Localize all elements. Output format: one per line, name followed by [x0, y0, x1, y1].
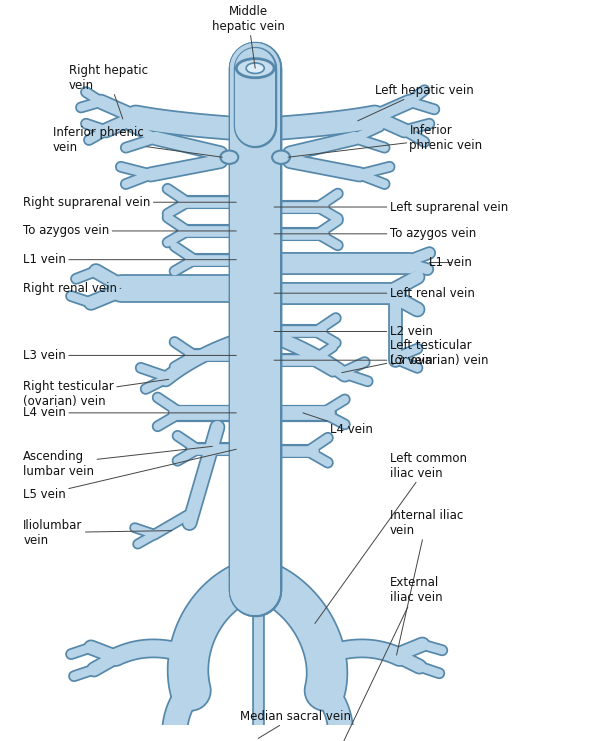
Text: Right suprarenal vein: Right suprarenal vein	[23, 196, 236, 209]
Text: To azygos vein: To azygos vein	[23, 225, 236, 237]
Text: Right testicular
(ovarian) vein: Right testicular (ovarian) vein	[23, 379, 169, 408]
Text: Ascending
lumbar vein: Ascending lumbar vein	[23, 446, 213, 478]
Text: L4 vein: L4 vein	[303, 413, 373, 436]
Text: Internal iliac
vein: Internal iliac vein	[390, 509, 463, 655]
Text: Inferior
phrenic vein: Inferior phrenic vein	[288, 124, 482, 157]
Text: Middle
hepatic vein: Middle hepatic vein	[212, 4, 285, 68]
Text: L3 vein: L3 vein	[23, 349, 236, 362]
Text: Left testicular
(or ovarian) vein: Left testicular (or ovarian) vein	[342, 339, 488, 373]
Text: L1 vein: L1 vein	[23, 253, 236, 266]
Text: Right renal vein: Right renal vein	[23, 282, 121, 295]
Text: Median sacral vein: Median sacral vein	[240, 710, 350, 738]
Text: Right hepatic
vein: Right hepatic vein	[69, 64, 148, 119]
Text: Left renal vein: Left renal vein	[274, 287, 474, 299]
Ellipse shape	[246, 63, 264, 73]
Text: Iliolumbar
vein: Iliolumbar vein	[23, 519, 172, 547]
Ellipse shape	[240, 59, 271, 77]
Text: Inferior phrenic
vein: Inferior phrenic vein	[53, 126, 223, 157]
Ellipse shape	[272, 150, 290, 164]
Text: To azygos vein: To azygos vein	[274, 227, 476, 240]
Text: L4 vein: L4 vein	[23, 406, 236, 419]
Text: L2 vein: L2 vein	[274, 325, 432, 338]
Text: L5 vein: L5 vein	[23, 449, 236, 501]
Ellipse shape	[220, 150, 238, 164]
Ellipse shape	[236, 59, 274, 78]
Text: L1 vein: L1 vein	[429, 256, 472, 269]
Text: L3 vein: L3 vein	[274, 353, 432, 367]
Text: Left hepatic vein: Left hepatic vein	[358, 84, 474, 121]
Text: Left suprarenal vein: Left suprarenal vein	[274, 201, 508, 213]
Text: Left common
iliac vein: Left common iliac vein	[315, 451, 466, 623]
Ellipse shape	[247, 64, 263, 73]
Text: External
iliac vein: External iliac vein	[343, 576, 442, 741]
